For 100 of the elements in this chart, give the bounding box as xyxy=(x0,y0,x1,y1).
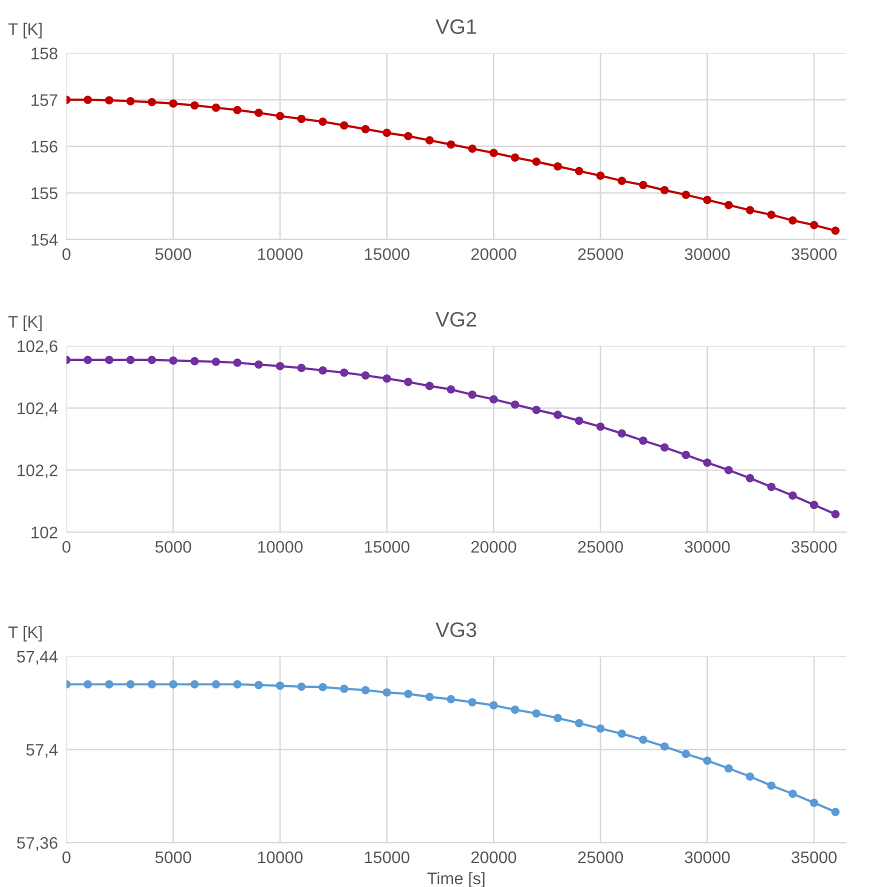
point xyxy=(382,374,392,383)
point xyxy=(831,226,840,235)
point xyxy=(169,680,178,688)
point xyxy=(190,101,199,110)
point xyxy=(361,686,370,694)
y-tick-label: 102,6 xyxy=(18,340,58,354)
point xyxy=(490,701,498,710)
x-tick-label: 15000 xyxy=(364,248,410,260)
y-tick-label: 102,2 xyxy=(18,464,58,478)
point xyxy=(639,436,648,445)
point xyxy=(318,118,327,126)
y-tick-label: 154 xyxy=(32,234,58,246)
point xyxy=(404,378,412,386)
point xyxy=(510,400,520,409)
x-tick-label: 10000 xyxy=(258,851,303,864)
x-tick-label: 5000 xyxy=(155,540,192,553)
x-tick-label: 35000 xyxy=(792,248,837,260)
point xyxy=(468,390,476,399)
point xyxy=(425,136,434,144)
point xyxy=(340,121,348,130)
x-tick-label: 20000 xyxy=(471,540,516,553)
point xyxy=(810,500,818,510)
point xyxy=(212,358,220,366)
point xyxy=(810,220,818,230)
point xyxy=(596,172,605,180)
point xyxy=(404,132,412,140)
point xyxy=(639,736,648,744)
y-tick-label: 156 xyxy=(32,140,58,153)
point xyxy=(446,140,456,149)
x-tick-label: 15000 xyxy=(364,540,410,553)
point xyxy=(660,186,669,194)
point xyxy=(190,356,199,366)
point xyxy=(233,106,242,114)
point xyxy=(297,682,306,691)
point xyxy=(105,356,114,364)
y-tick-label: 57,36 xyxy=(17,837,58,851)
point xyxy=(788,790,797,798)
point xyxy=(468,144,476,153)
point xyxy=(382,128,392,138)
point xyxy=(126,356,135,364)
point xyxy=(596,422,605,431)
y-axis-title: T [K] xyxy=(8,315,42,332)
x-tick-label: 25000 xyxy=(578,248,623,260)
x-tick-label: 25000 xyxy=(578,540,623,553)
y-axis-title: T [K] xyxy=(8,626,42,642)
point xyxy=(148,98,156,106)
point xyxy=(554,714,562,722)
point xyxy=(490,395,498,404)
x-tick-label: 35000 xyxy=(792,851,837,864)
point xyxy=(490,148,498,158)
x-tick-label: 5000 xyxy=(155,851,192,864)
y-tick-label: 157 xyxy=(32,94,58,106)
point xyxy=(660,742,669,751)
x-tick-label: 20000 xyxy=(471,851,516,864)
point xyxy=(254,108,263,117)
point xyxy=(554,410,562,420)
point xyxy=(425,692,434,702)
point xyxy=(361,124,370,134)
point xyxy=(254,680,263,690)
point xyxy=(84,680,92,688)
point xyxy=(724,764,733,773)
point xyxy=(276,682,284,690)
x-tick-label: 30000 xyxy=(684,540,730,553)
point xyxy=(212,104,220,112)
x-tick-label: 0 xyxy=(62,851,70,864)
point xyxy=(148,356,156,364)
x-tick-label: 25000 xyxy=(578,851,623,864)
x-tick-label: 20000 xyxy=(471,248,516,260)
point xyxy=(446,385,456,394)
chart-title: VG1 xyxy=(436,19,476,34)
point xyxy=(169,99,178,108)
point xyxy=(746,206,754,214)
point xyxy=(703,196,712,204)
point xyxy=(810,798,818,807)
point xyxy=(361,371,370,380)
point xyxy=(446,695,456,704)
point xyxy=(105,680,114,688)
point xyxy=(468,698,476,706)
point xyxy=(682,750,690,758)
x-tick-label: 30000 xyxy=(684,248,730,260)
point xyxy=(831,510,840,518)
point xyxy=(767,482,776,492)
point xyxy=(318,366,327,375)
point xyxy=(724,200,733,210)
point xyxy=(84,356,92,364)
chart-title: VG2 xyxy=(436,312,476,327)
point xyxy=(639,180,648,190)
point xyxy=(618,176,626,185)
point xyxy=(148,680,156,688)
y-tick-label: 155 xyxy=(32,187,58,200)
point xyxy=(276,112,284,120)
point xyxy=(425,382,434,390)
point xyxy=(276,362,284,370)
point xyxy=(788,216,797,225)
point xyxy=(574,166,584,176)
point xyxy=(767,210,776,219)
point xyxy=(212,680,220,688)
point xyxy=(532,709,541,718)
point xyxy=(788,491,797,500)
point xyxy=(340,368,348,377)
